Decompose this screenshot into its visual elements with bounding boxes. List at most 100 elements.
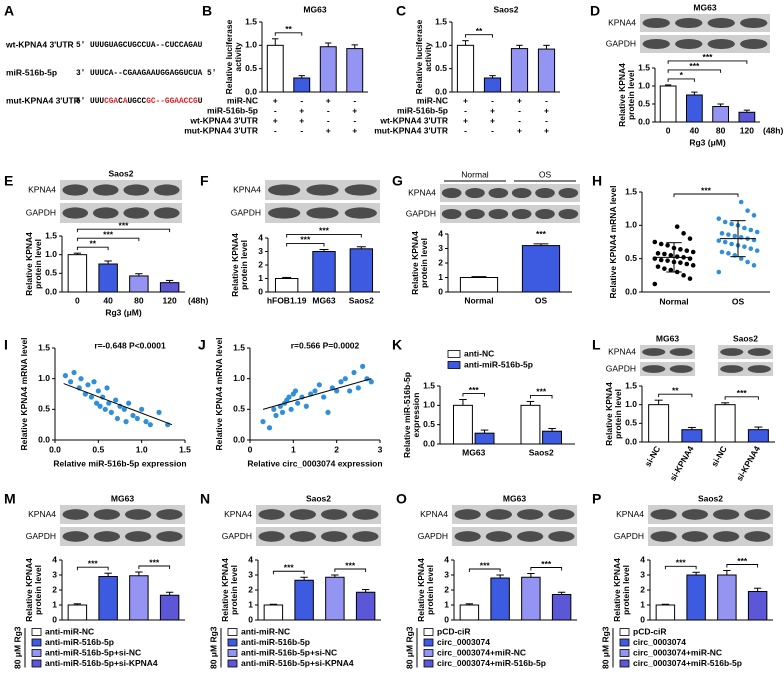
bar [319,46,337,93]
bar [542,430,562,445]
data-point [62,373,68,379]
data-point [279,409,286,415]
blot-band [675,38,703,50]
data-point [748,246,754,251]
condition-sign: - [545,95,548,105]
data-point [748,227,754,233]
bar [293,77,311,93]
condition-sign: + [326,125,331,135]
data-point [368,379,374,385]
blot-title: Saos2 [698,493,723,503]
panel-label: P [592,491,601,507]
blot-band [744,509,771,520]
data-point [260,419,266,425]
legend-label: circ_0003074 [633,637,686,647]
condition-name: miR-NC [227,95,258,105]
data-point [88,394,94,400]
condition-sign: - [353,115,356,125]
data-point [295,400,301,406]
blot-band [125,509,152,520]
legend-swatch [31,659,42,668]
bar [655,604,676,621]
bar [738,111,756,123]
condition-sign: - [518,105,521,115]
sig-label: * [680,70,684,80]
condition-sign: - [491,95,494,105]
bar [648,404,670,443]
condition-sign: - [464,125,467,135]
y-axis-label-box: Relative miR-516b-5p expression [401,372,422,458]
blot-row-label: GAPDH [406,208,436,218]
bar [521,576,541,621]
blot-strip [452,527,577,546]
blot-strip [640,35,770,53]
legend-swatch [423,638,434,647]
condition-sign: - [274,105,277,115]
condition-sign: + [299,105,304,115]
data-point [114,415,120,422]
condition-sign: - [545,115,548,125]
sig-label: *** [319,226,330,236]
data-point [719,231,725,236]
bar [129,575,149,621]
blot-band [123,184,150,196]
blot-strip [256,505,381,524]
legend-swatch [227,628,238,636]
data-point [745,259,750,265]
blot-band [747,365,771,373]
sig-label: *** [536,387,547,397]
data-point [104,385,110,391]
bar [346,48,364,93]
data-point [130,412,136,419]
blot-band [321,531,348,542]
legend-swatch [447,361,461,369]
sig-label: *** [119,220,130,230]
x-axis-label: Relative miR-516b-5p expression [53,458,186,468]
y-axis-label-box: Relative luciferase activity [224,20,244,95]
blot-band [156,509,183,520]
data-point [347,388,353,394]
blot-title: Saos2 [306,493,331,503]
y-axis-label-box: Relative luciferase activity [414,20,434,95]
panel-label: C [396,3,406,19]
data-point [71,369,77,376]
blot-band [352,509,379,520]
data-point [729,221,734,227]
blot-band [92,184,119,196]
data-point [681,231,686,236]
y-axis-label: Relative miR-516b-5p expression [401,372,422,458]
sig-label: *** [737,556,748,566]
x-tick-label: Saos2 [349,295,374,305]
condition-sign: + [352,125,357,135]
blot-band [344,207,377,219]
blot-band [681,509,708,520]
bar [714,404,736,443]
x-tick-label: 80 [716,125,726,135]
y-tick-label: 4 [444,554,449,564]
y-tick-label: 0.0 [233,434,245,444]
y-tick-label: 0.0 [423,438,435,448]
blot-band [441,208,462,220]
blot-band [306,207,339,219]
x-tick-label: 40 [690,125,700,135]
y-axis-label-box: Relative KPNA4 mRNA level [19,337,29,450]
blot-row-label: GAPDH [606,38,636,48]
sig-bracket [724,396,759,400]
y-tick-label: 0.0 [638,116,650,126]
y-axis-label-box: Relative KPNA4 protein level [416,558,436,622]
y-tick-label: 4 [258,232,263,242]
y-tick-label: 2 [640,584,645,594]
blot-row-label: KPNA4 [608,17,636,27]
blot-band [713,531,740,542]
blot-band [720,365,744,373]
y-tick-label: 2 [248,584,253,594]
data-point [78,376,84,382]
data-point [742,225,747,231]
y-tick-label: 1 [258,273,263,283]
data-point [722,239,728,245]
sig-label: *** [541,559,552,569]
legend-label: anti-miR-NC [45,626,94,636]
x-tick-label: 40 [103,295,113,305]
blot-band [488,187,509,199]
